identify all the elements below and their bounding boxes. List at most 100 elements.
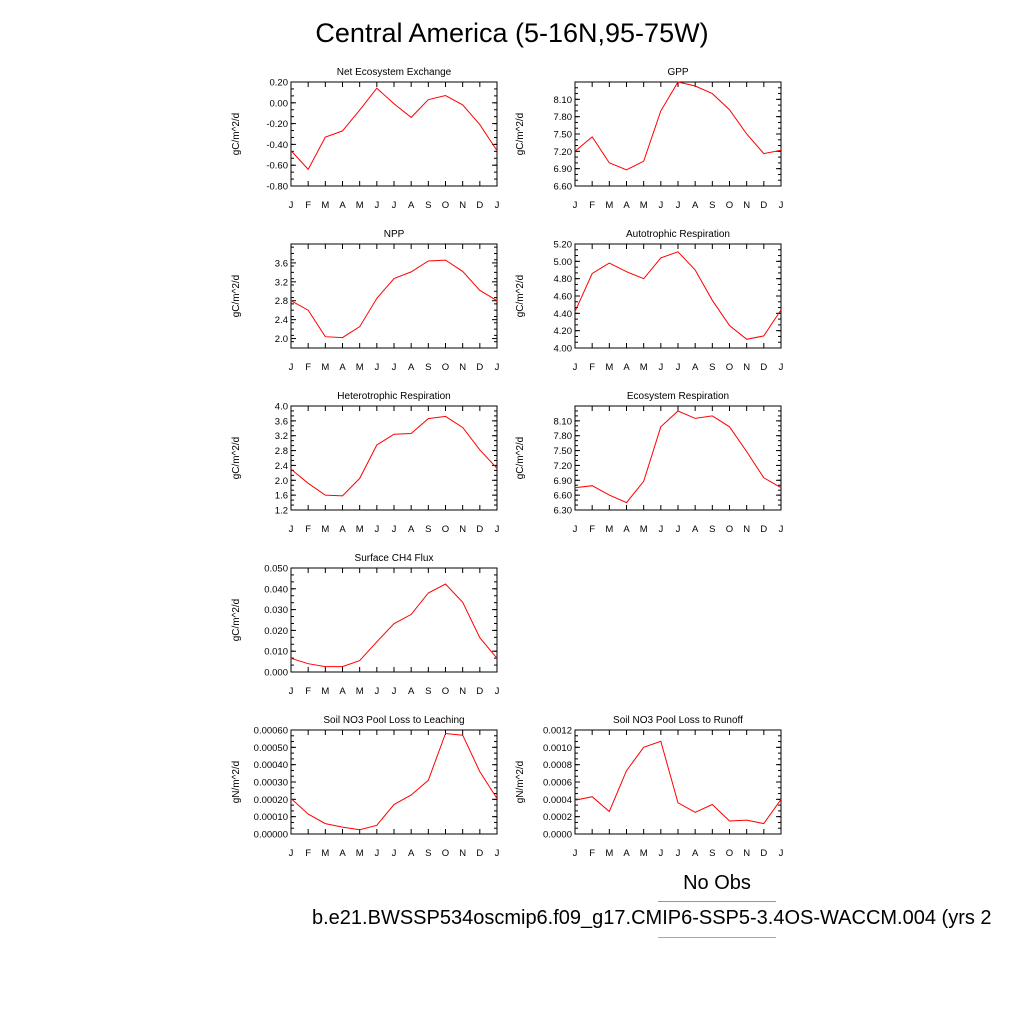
x-tick-label: D [476, 848, 483, 859]
y-tick-label: 7.20 [554, 147, 573, 158]
y-tick-label: 4.80 [554, 274, 573, 285]
x-tick-label: F [589, 362, 595, 373]
plot-frame [290, 567, 498, 673]
x-tick-label: J [374, 200, 379, 211]
y-tick-label: 0.0008 [543, 760, 572, 771]
y-tick-label: 0.00060 [254, 726, 288, 737]
y-tick-label: 0.0000 [543, 830, 572, 841]
x-tick-label: A [692, 200, 699, 211]
panel-title: Soil NO3 Pool Loss to Runoff [613, 715, 743, 726]
chart-panel: Soil NO3 Pool Loss to Runoff gN/m^2/d 0.00… [515, 715, 784, 859]
chart-panel: Autotrophic Respiration gC/m^2/d 5.20 5.00 4… [515, 229, 784, 373]
x-tick-label: A [623, 848, 630, 859]
panel-title: Soil NO3 Pool Loss to Leaching [323, 715, 464, 726]
x-tick-label: J [289, 524, 294, 535]
x-tick-label: N [459, 686, 466, 697]
x-tick-label: M [605, 848, 613, 859]
x-tick-label: D [760, 200, 767, 211]
x-tick-label: A [408, 200, 415, 211]
series-line [574, 740, 782, 825]
panel-title: NPP [384, 229, 405, 240]
series-line [290, 415, 498, 497]
y-tick-label: 0.00 [270, 98, 289, 109]
chart-panel: Soil NO3 Pool Loss to Leaching gN/m^2/d 0.… [231, 715, 500, 859]
series-line [290, 583, 498, 668]
y-tick-label: 0.000 [264, 668, 288, 679]
x-tick-label: M [321, 362, 329, 373]
series-line [574, 81, 782, 171]
plot-frame [574, 729, 782, 835]
y-tick-label: 8.10 [554, 416, 573, 427]
series-line [290, 87, 498, 171]
y-axis-label: gC/m^2/d [231, 437, 242, 480]
y-tick-label: 3.6 [275, 258, 288, 269]
y-tick-label: 6.90 [554, 164, 573, 175]
x-tick-label: A [692, 524, 699, 535]
x-tick-label: N [743, 362, 750, 373]
plot-frame [290, 81, 498, 187]
page-title: Central America (5-16N,95-75W) [315, 18, 709, 48]
x-tick-label: J [495, 686, 500, 697]
y-tick-label: 4.60 [554, 292, 573, 303]
plot-frame [290, 729, 498, 835]
y-tick-label: 0.050 [264, 564, 288, 575]
y-axis-label: gC/m^2/d [231, 599, 242, 642]
x-tick-label: J [573, 848, 578, 859]
plot-frame [574, 405, 782, 511]
legend-case-label: b.e21.BWSSP534oscmip6.f09_g17.CMIP6-SSP5… [312, 907, 992, 929]
y-tick-label: 0.020 [264, 626, 288, 637]
x-tick-label: O [726, 524, 733, 535]
x-tick-label: M [640, 524, 648, 535]
x-tick-label: O [442, 200, 449, 211]
y-tick-label: 0.00030 [254, 778, 288, 789]
panel-title: Net Ecosystem Exchange [337, 67, 452, 78]
x-tick-label: S [425, 362, 431, 373]
x-tick-label: J [495, 200, 500, 211]
y-tick-label: 0.0006 [543, 778, 572, 789]
x-tick-label: D [760, 848, 767, 859]
x-tick-label: D [476, 200, 483, 211]
x-tick-label: A [408, 524, 415, 535]
y-tick-label: 7.80 [554, 431, 573, 442]
y-axis-label: gN/m^2/d [515, 761, 526, 804]
y-axis-label: gN/m^2/d [231, 761, 242, 804]
panel-title: GPP [667, 67, 688, 78]
x-tick-label: J [658, 848, 663, 859]
y-tick-label: 6.30 [554, 506, 573, 517]
x-tick-label: S [709, 362, 715, 373]
x-tick-label: A [339, 524, 346, 535]
chart-panel: Heterotrophic Respiration gC/m^2/d 4.0 3.6 3… [231, 391, 500, 535]
y-tick-label: 0.0012 [543, 726, 572, 737]
x-tick-label: J [392, 200, 397, 211]
x-tick-label: J [676, 524, 681, 535]
y-tick-label: 0.030 [264, 605, 288, 616]
x-tick-label: M [356, 686, 364, 697]
y-tick-label: 4.20 [554, 326, 573, 337]
y-tick-label: -0.40 [266, 140, 288, 151]
y-tick-label: 0.010 [264, 647, 288, 658]
chart-panel: Surface CH4 Flux gC/m^2/d 0.050 0.040 0.030 0… [231, 553, 500, 697]
y-tick-label: 2.0 [275, 476, 288, 487]
y-tick-label: 7.50 [554, 130, 573, 141]
x-tick-label: M [605, 524, 613, 535]
y-tick-label: 7.80 [554, 112, 573, 123]
x-tick-label: A [692, 362, 699, 373]
x-tick-label: N [743, 524, 750, 535]
series-line [290, 259, 498, 339]
y-tick-label: 0.00020 [254, 795, 288, 806]
x-tick-label: J [658, 362, 663, 373]
legend-case-line [658, 937, 776, 938]
x-tick-label: J [779, 524, 784, 535]
y-tick-label: -0.80 [266, 182, 288, 193]
x-tick-label: S [425, 200, 431, 211]
y-tick-label: 4.00 [554, 344, 573, 355]
series-line [574, 251, 782, 340]
x-tick-label: O [726, 362, 733, 373]
x-tick-label: M [356, 200, 364, 211]
x-tick-label: D [760, 362, 767, 373]
x-tick-label: N [459, 362, 466, 373]
x-tick-label: M [605, 200, 613, 211]
y-tick-label: 5.20 [554, 240, 573, 251]
y-tick-label: -0.60 [266, 161, 288, 172]
